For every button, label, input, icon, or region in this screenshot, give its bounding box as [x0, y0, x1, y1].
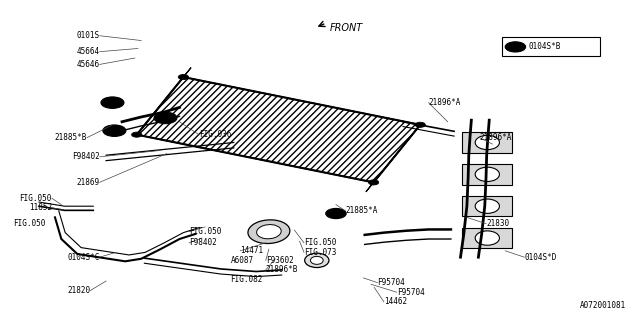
Text: F95704: F95704 — [397, 288, 424, 297]
Text: 45664: 45664 — [77, 47, 100, 56]
Circle shape — [179, 75, 189, 80]
Text: F93602: F93602 — [266, 256, 294, 265]
Text: 21830: 21830 — [486, 219, 509, 228]
Text: FIG.082: FIG.082 — [230, 275, 263, 284]
Text: 21869: 21869 — [77, 178, 100, 187]
Circle shape — [132, 132, 142, 137]
Text: 1: 1 — [110, 100, 115, 106]
Polygon shape — [462, 196, 511, 216]
Text: FIG.050: FIG.050 — [13, 219, 45, 228]
Ellipse shape — [248, 220, 290, 244]
Text: 14471: 14471 — [240, 246, 263, 255]
Text: 21820: 21820 — [67, 286, 90, 295]
Text: 21896*A: 21896*A — [479, 133, 512, 142]
Circle shape — [103, 125, 126, 136]
Text: FIG.050: FIG.050 — [304, 238, 337, 247]
Text: FIG.036: FIG.036 — [198, 130, 231, 139]
Text: 21885*B: 21885*B — [54, 133, 87, 142]
Text: A6087: A6087 — [230, 256, 253, 265]
Ellipse shape — [310, 256, 323, 264]
Text: 1: 1 — [112, 128, 116, 134]
Circle shape — [369, 180, 379, 185]
Ellipse shape — [475, 199, 499, 213]
Polygon shape — [462, 164, 511, 185]
Circle shape — [101, 97, 124, 108]
Circle shape — [154, 112, 177, 124]
Text: F98402: F98402 — [189, 238, 217, 247]
Text: 0104S*D: 0104S*D — [524, 253, 557, 262]
Text: FIG.073: FIG.073 — [304, 248, 337, 257]
Text: 0101S: 0101S — [77, 31, 100, 40]
Text: 1: 1 — [513, 44, 518, 50]
Text: 0104S*C: 0104S*C — [67, 253, 100, 262]
Text: 21896*B: 21896*B — [266, 265, 298, 275]
Ellipse shape — [257, 225, 281, 239]
Text: A072001081: A072001081 — [580, 301, 627, 310]
Polygon shape — [462, 132, 511, 153]
Text: FIG.050: FIG.050 — [19, 194, 52, 203]
Polygon shape — [366, 125, 420, 192]
Polygon shape — [137, 77, 420, 182]
Ellipse shape — [305, 253, 329, 268]
Ellipse shape — [475, 231, 499, 245]
Text: FIG.050: FIG.050 — [189, 227, 221, 236]
Text: F98402: F98402 — [72, 152, 100, 161]
Text: 0104S*B: 0104S*B — [528, 42, 561, 52]
Text: 21885*A: 21885*A — [346, 206, 378, 215]
Text: F95704: F95704 — [378, 278, 405, 287]
Text: 1: 1 — [333, 211, 338, 217]
Circle shape — [415, 122, 426, 127]
Text: 1: 1 — [163, 115, 168, 121]
Ellipse shape — [475, 135, 499, 150]
Polygon shape — [462, 228, 511, 248]
FancyBboxPatch shape — [502, 37, 600, 56]
Ellipse shape — [475, 167, 499, 181]
Circle shape — [326, 208, 346, 219]
Text: 45646: 45646 — [77, 60, 100, 69]
Circle shape — [505, 42, 525, 52]
Text: 21896*A: 21896*A — [429, 98, 461, 107]
Polygon shape — [137, 68, 191, 135]
Text: 14462: 14462 — [384, 297, 407, 306]
Text: 11852: 11852 — [29, 203, 52, 212]
Text: FRONT: FRONT — [330, 23, 363, 33]
